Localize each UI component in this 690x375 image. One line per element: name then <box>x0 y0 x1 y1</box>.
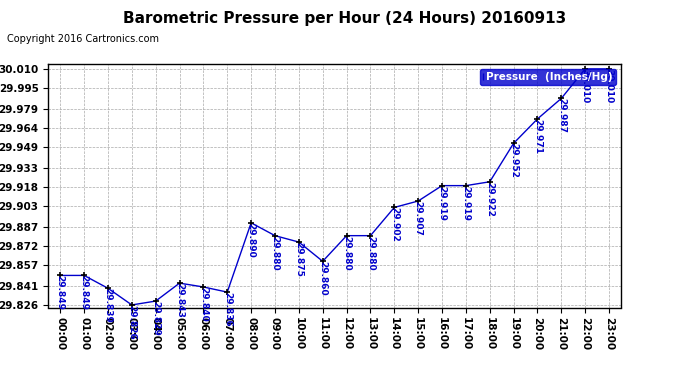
Text: 30.010: 30.010 <box>604 69 613 103</box>
Text: 29.829: 29.829 <box>151 301 160 336</box>
Text: 29.971: 29.971 <box>533 119 542 154</box>
Text: 29.880: 29.880 <box>270 236 279 270</box>
Text: 29.826: 29.826 <box>128 305 137 340</box>
Text: 29.880: 29.880 <box>366 236 375 270</box>
Text: 29.907: 29.907 <box>414 201 423 236</box>
Text: 29.875: 29.875 <box>295 242 304 277</box>
Text: 29.880: 29.880 <box>342 236 351 270</box>
Text: 29.843: 29.843 <box>175 283 184 318</box>
Text: 29.849: 29.849 <box>79 275 88 310</box>
Text: 29.987: 29.987 <box>557 98 566 134</box>
Text: 29.902: 29.902 <box>390 207 399 242</box>
Text: 29.839: 29.839 <box>104 288 112 323</box>
Legend: Pressure  (Inches/Hg): Pressure (Inches/Hg) <box>480 69 615 85</box>
Text: 29.919: 29.919 <box>437 186 446 220</box>
Text: Barometric Pressure per Hour (24 Hours) 20160913: Barometric Pressure per Hour (24 Hours) … <box>124 11 566 26</box>
Text: 30.010: 30.010 <box>581 69 590 103</box>
Text: 29.952: 29.952 <box>509 143 518 178</box>
Text: 29.840: 29.840 <box>199 287 208 322</box>
Text: 29.860: 29.860 <box>318 261 327 296</box>
Text: 29.836: 29.836 <box>223 292 232 327</box>
Text: 29.922: 29.922 <box>485 182 494 217</box>
Text: 29.890: 29.890 <box>246 223 255 258</box>
Text: Copyright 2016 Cartronics.com: Copyright 2016 Cartronics.com <box>7 34 159 44</box>
Text: 29.919: 29.919 <box>462 186 471 220</box>
Text: 29.849: 29.849 <box>56 275 65 310</box>
